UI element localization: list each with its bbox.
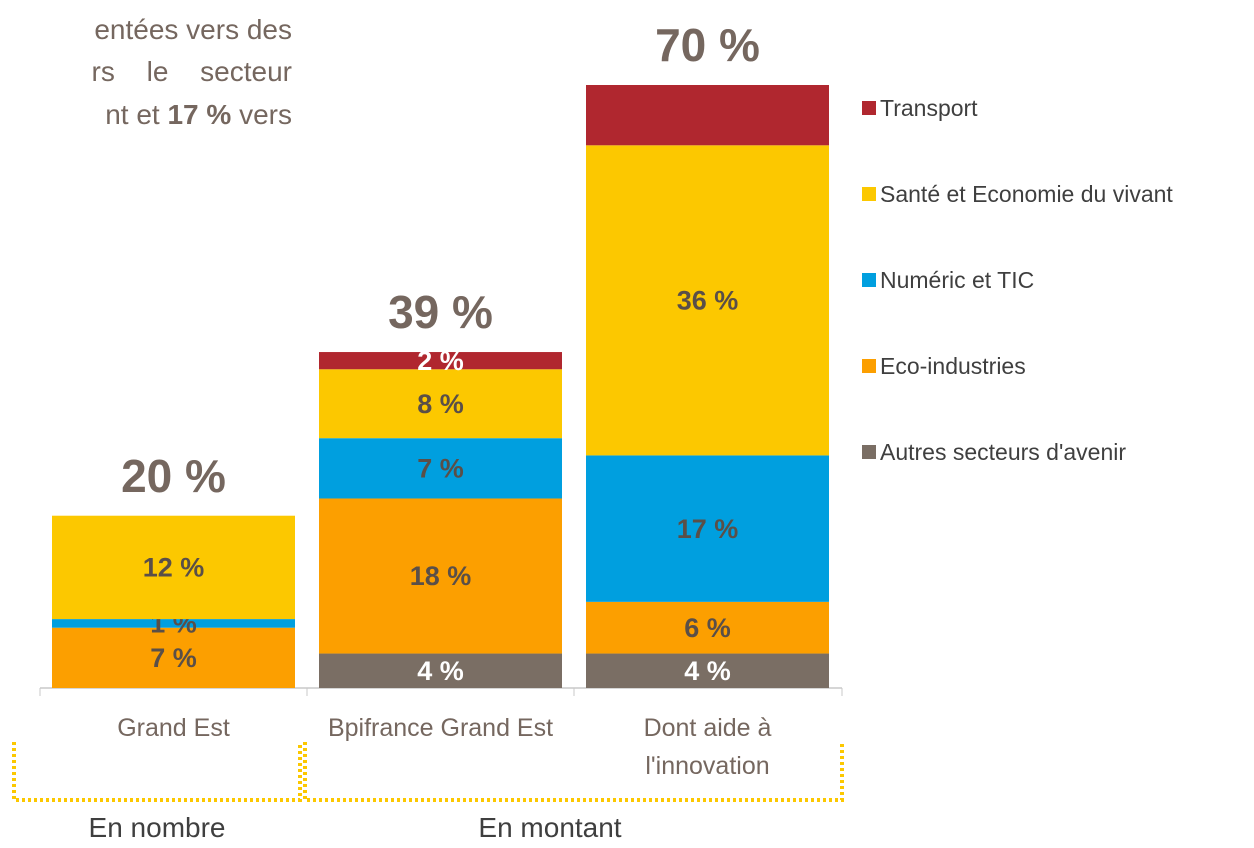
bar-segment	[319, 498, 562, 654]
bracket-number	[12, 742, 302, 802]
data-label: 7 %	[150, 643, 197, 673]
bar-segment	[52, 515, 295, 620]
legend-swatch	[862, 359, 876, 373]
intro-line: entées vers des	[94, 14, 292, 45]
bar-segment	[586, 145, 829, 456]
intro-text: nt et	[105, 99, 160, 130]
legend-item: Eco-industries	[862, 349, 1240, 383]
legend-label: Numéric et TIC	[880, 267, 1035, 293]
bar-segment	[319, 653, 562, 688]
data-label: 4 %	[684, 656, 731, 686]
legend-item: Numéric et TIC	[862, 263, 1240, 297]
legend-swatch	[862, 445, 876, 459]
total-label: 70 %	[655, 19, 760, 71]
data-label: 8 %	[417, 389, 464, 419]
intro-text: vers	[239, 99, 292, 130]
data-label: 18 %	[410, 561, 472, 591]
data-label: 6 %	[684, 613, 731, 643]
legend-item: Autres secteurs d'avenir	[862, 435, 1240, 469]
x-tick-label: Bpifrance Grand Est	[327, 714, 554, 742]
bar-segment	[586, 455, 829, 602]
legend-label: Transport	[880, 95, 978, 121]
legend-swatch	[862, 101, 876, 115]
bar-segment	[586, 85, 829, 146]
total-label: 20 %	[121, 450, 226, 502]
total-label: 39 %	[388, 286, 493, 338]
legend-item: Santé et Economie du vivant	[862, 177, 1240, 211]
bracket-amount	[303, 742, 844, 802]
legend-item: Transport	[862, 91, 1240, 125]
legend-swatch	[862, 273, 876, 287]
x-tick-label: Grand Est	[117, 714, 230, 742]
bar-segment	[319, 438, 562, 499]
legend-label: Eco-industries	[880, 353, 1026, 379]
x-tick-label: Dont aide à l'innovation	[643, 714, 772, 780]
bar-segment	[586, 601, 829, 654]
bar-segment	[52, 627, 295, 688]
data-label: 17 %	[677, 514, 739, 544]
data-label: 4 %	[417, 656, 464, 686]
data-label: 2 %	[417, 346, 464, 376]
legend-swatch	[862, 187, 876, 201]
legend-label: Autres secteurs d'avenir	[880, 439, 1127, 465]
brackets	[12, 742, 844, 802]
intro-line: rs le secteur	[91, 56, 293, 87]
legend-label: Santé et Economie du vivant	[880, 181, 1173, 207]
intro-bold: 17 %	[167, 99, 232, 130]
data-label: 36 %	[677, 285, 739, 315]
bar-segment	[319, 352, 562, 370]
bar-segment	[319, 369, 562, 439]
data-label: 12 %	[143, 553, 205, 583]
bar-segment	[586, 653, 829, 688]
bar-segment	[52, 619, 295, 628]
data-label: 7 %	[417, 453, 464, 483]
group-label: En montant	[478, 812, 622, 843]
group-label: En nombre	[88, 812, 226, 843]
intro-line: nt et 17 % vers	[105, 99, 292, 131]
